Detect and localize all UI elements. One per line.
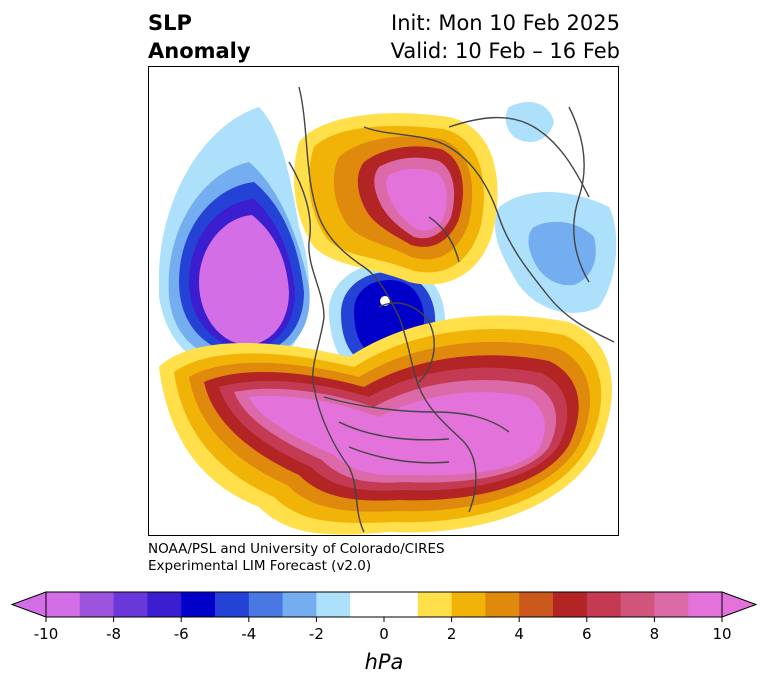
colorbar-tick-label: -6 xyxy=(174,625,189,643)
colorbar-swatch xyxy=(485,592,520,617)
colorbar-swatch xyxy=(553,592,588,617)
pos-anomaly-south-core xyxy=(249,392,545,476)
credit-line-2: Experimental LIM Forecast (v2.0) xyxy=(148,558,372,574)
colorbar-tick-label: 6 xyxy=(582,625,592,643)
colorbar-tick-label: -10 xyxy=(34,625,59,643)
colorbar-swatch xyxy=(451,592,486,617)
pos-anomaly-north-core xyxy=(386,168,447,231)
colorbar-swatch xyxy=(654,592,689,617)
colorbar-swatch xyxy=(586,592,622,617)
chart-title: SLP Anomaly xyxy=(148,9,251,65)
title-line-2: Anomaly xyxy=(148,39,251,63)
neg-anomaly-core xyxy=(199,215,289,345)
colorbar-swatch xyxy=(688,592,723,617)
colorbar-swatch xyxy=(248,592,284,617)
colorbar-tick-label: 2 xyxy=(447,625,457,643)
colorbar-swatch xyxy=(316,592,351,617)
colorbar-unit: hPa xyxy=(365,650,404,674)
colorbar-swatch xyxy=(79,592,115,617)
colorbar-tick-label: -8 xyxy=(106,625,121,643)
west-edge-white xyxy=(149,267,159,327)
colorbar-swatch xyxy=(620,592,655,617)
init-date: Init: Mon 10 Feb 2025 xyxy=(391,11,620,35)
credit-line-1: NOAA/PSL and University of Colorado/CIRE… xyxy=(148,541,445,557)
valid-range: Valid: 10 Feb – 16 Feb xyxy=(390,39,620,63)
colorbar-swatch xyxy=(519,592,554,617)
colorbar-swatch xyxy=(147,592,182,617)
map-svg xyxy=(149,86,617,535)
title-line-1: SLP xyxy=(148,11,192,35)
colorbar-tick-label: -2 xyxy=(309,625,324,643)
colorbar-tick-label: 4 xyxy=(514,625,524,643)
colorbar-extend-low xyxy=(10,591,47,618)
colorbar-swatch xyxy=(384,592,419,617)
colorbar-tick-label: 10 xyxy=(712,625,731,643)
colorbar-swatch xyxy=(350,592,385,617)
colorbar-svg: -10 -8 -6 -4 -2 0 2 4 6 8 10 hPa xyxy=(10,591,758,674)
colorbar-swatch xyxy=(215,592,250,617)
credit-text: NOAA/PSL and University of Colorado/CIRE… xyxy=(148,541,445,575)
coastlines xyxy=(288,86,615,533)
colorbar-tick-label: 0 xyxy=(379,625,389,643)
neg-anomaly-east-blue xyxy=(528,221,596,286)
forecast-dates: Init: Mon 10 Feb 2025 Valid: 10 Feb – 16… xyxy=(391,9,620,65)
colorbar-extend-high xyxy=(721,591,758,618)
colorbar-tick-label: 8 xyxy=(650,625,660,643)
colorbar-swatch xyxy=(113,592,148,617)
anomaly-map xyxy=(148,66,619,536)
colorbar-swatch xyxy=(46,592,81,617)
colorbar-tick-label: -4 xyxy=(241,625,256,643)
colorbar-swatch xyxy=(181,592,216,617)
colorbar-swatch xyxy=(417,592,453,617)
colorbar: -10 -8 -6 -4 -2 0 2 4 6 8 10 hPa xyxy=(0,585,768,685)
colorbar-swatch xyxy=(282,592,317,617)
